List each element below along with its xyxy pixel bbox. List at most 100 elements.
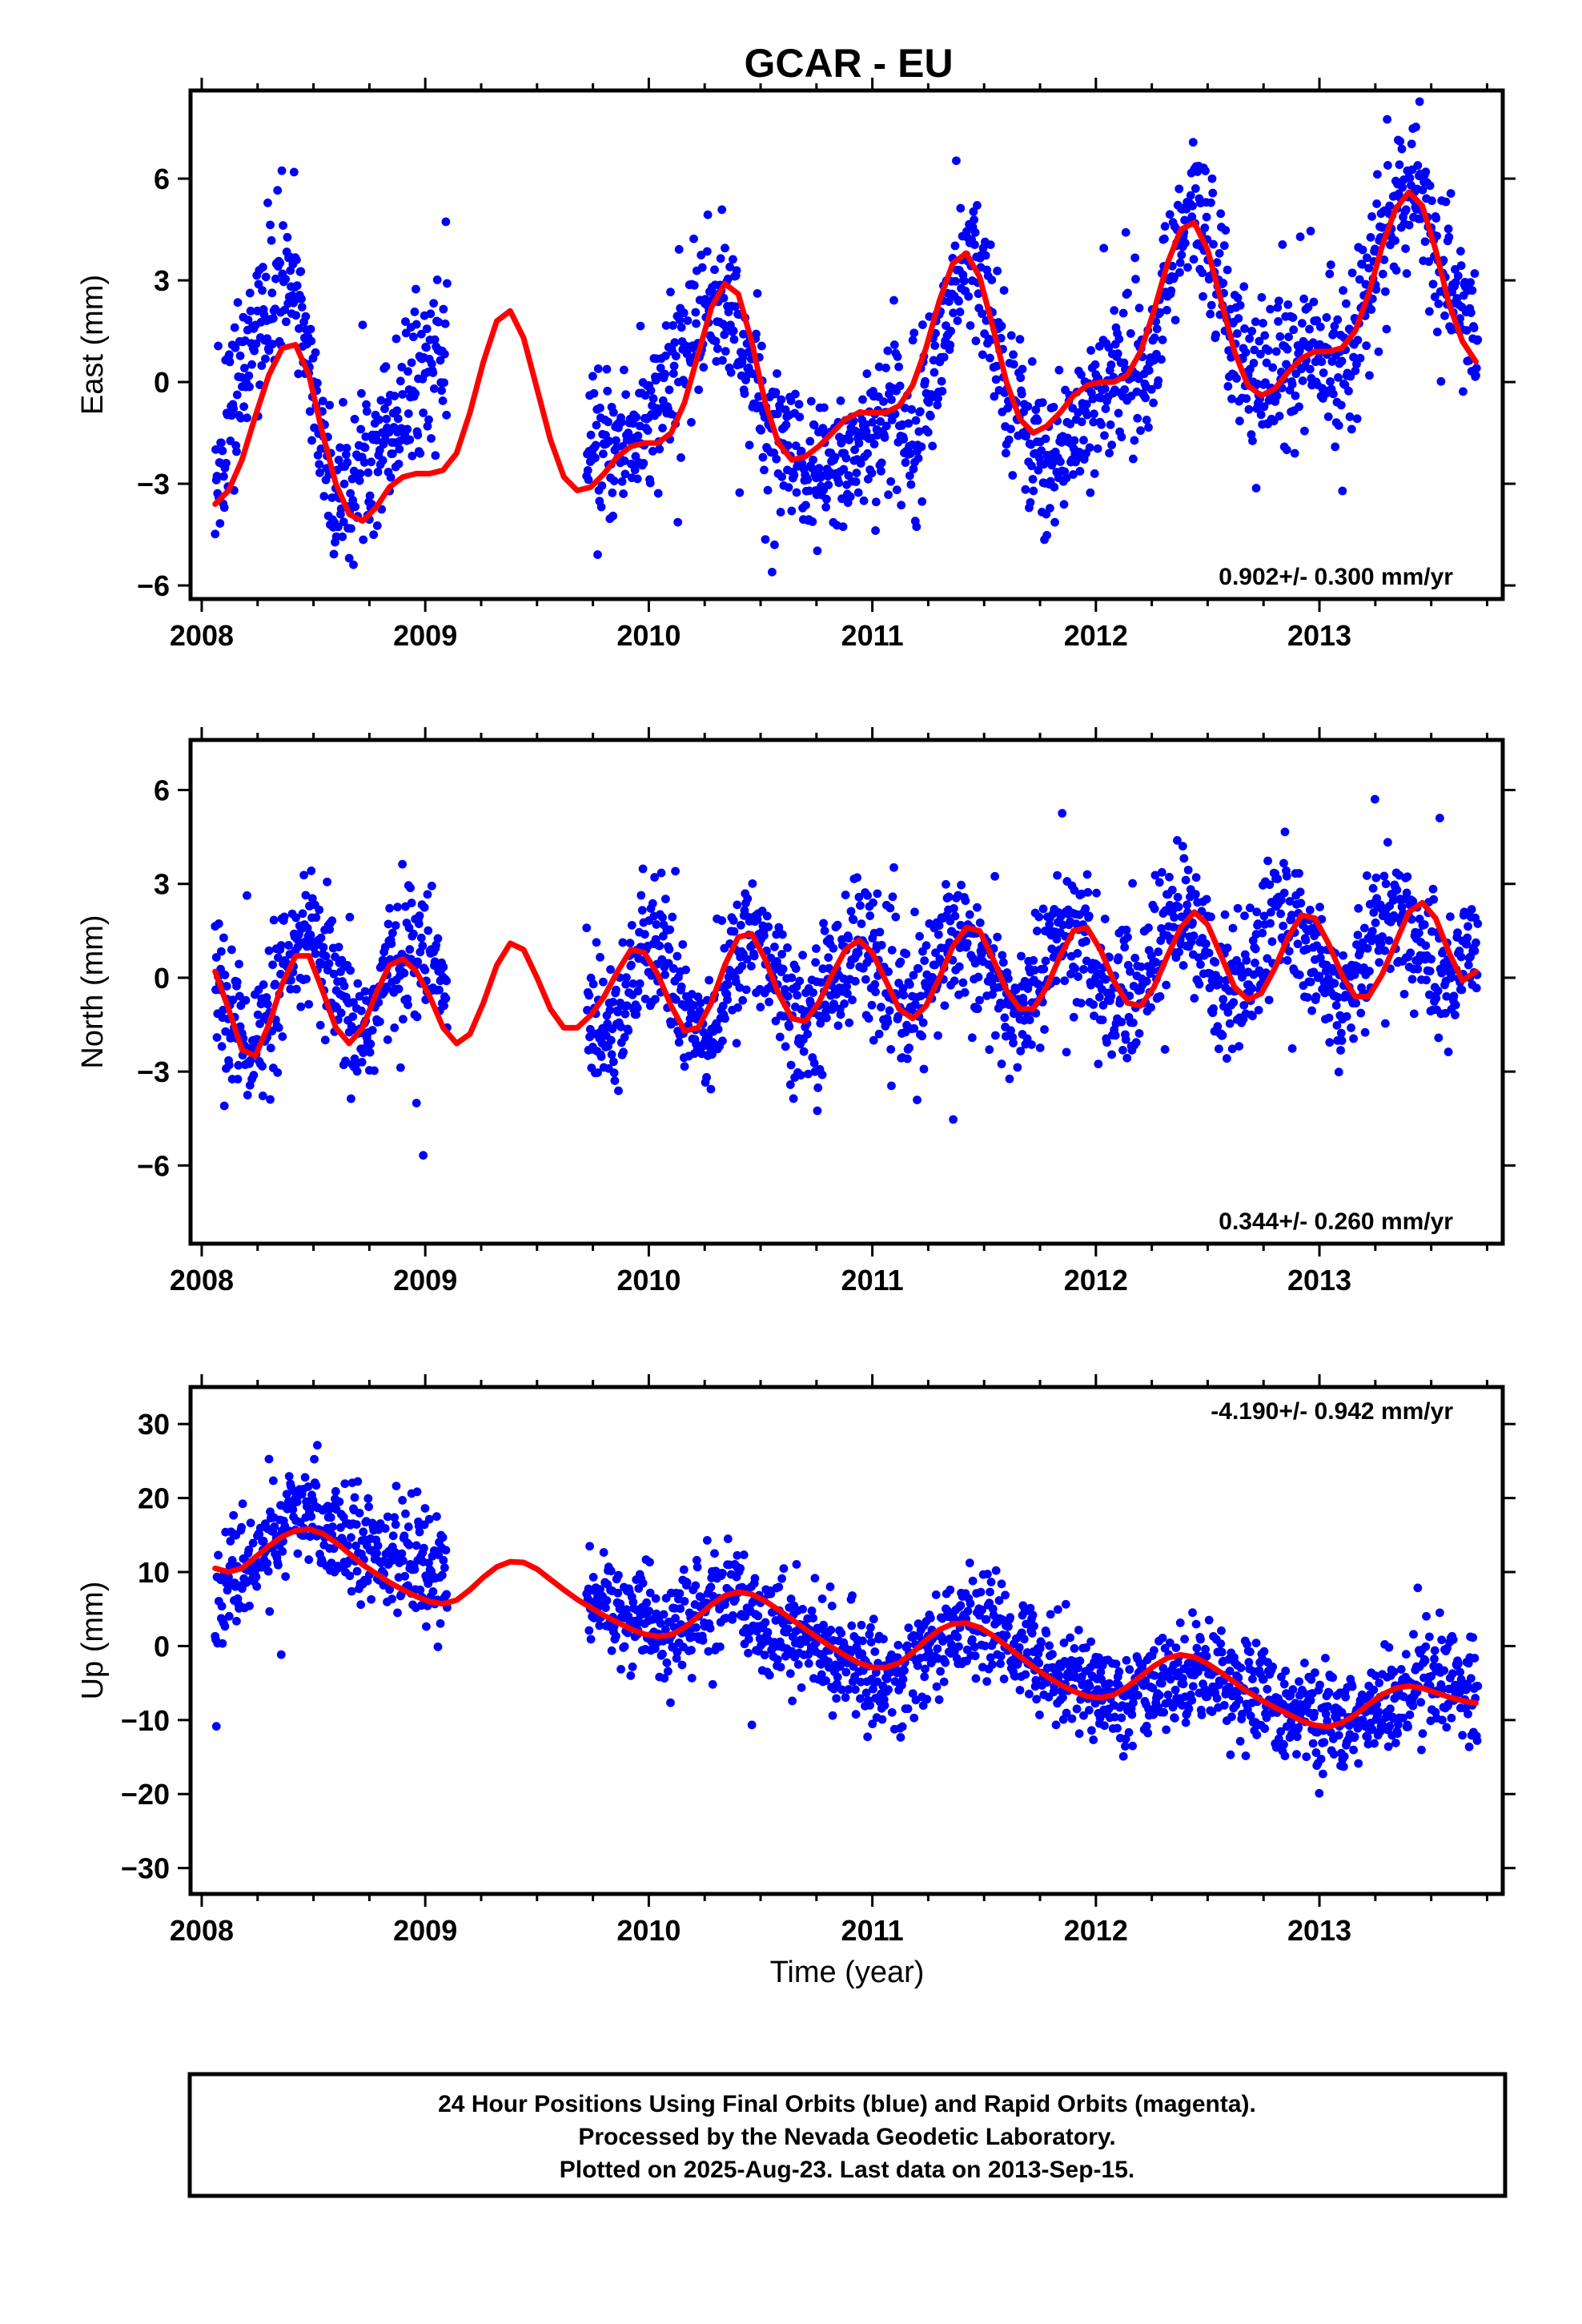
up-point <box>303 1482 313 1491</box>
east-point <box>260 354 270 364</box>
north-point <box>1179 854 1189 863</box>
north-point <box>1235 1042 1244 1051</box>
up-point <box>278 1546 287 1556</box>
up-point <box>841 1667 851 1677</box>
north-point <box>1287 911 1296 920</box>
up-point <box>788 1696 797 1706</box>
up-point <box>760 1651 769 1660</box>
north-point <box>370 1066 379 1076</box>
north-point <box>640 930 649 939</box>
north-point <box>1022 1034 1032 1043</box>
east-point <box>1283 344 1292 354</box>
north-point <box>365 1047 375 1057</box>
east-point <box>1026 497 1035 507</box>
east-point <box>432 275 442 284</box>
north-point <box>219 1101 229 1111</box>
north-point <box>1427 955 1436 964</box>
north-point <box>637 906 647 915</box>
north-point <box>1225 1019 1235 1028</box>
east-point <box>416 329 426 339</box>
east-point <box>1472 371 1480 380</box>
east-point <box>1089 417 1098 427</box>
up-point <box>988 1604 998 1614</box>
east-point <box>247 360 256 369</box>
up-point <box>866 1622 875 1632</box>
north-point <box>1092 888 1101 898</box>
north-point <box>950 976 959 986</box>
east-point <box>342 444 351 452</box>
north-point <box>973 1004 982 1014</box>
east-point <box>689 280 699 290</box>
east-point <box>633 431 643 440</box>
east-point <box>987 275 997 284</box>
east-point <box>783 440 793 450</box>
east-point <box>424 415 433 424</box>
north-point <box>993 932 1002 942</box>
north-point <box>1045 919 1054 929</box>
east-point <box>430 335 440 344</box>
east-point <box>1142 415 1151 424</box>
north-point <box>412 1012 422 1022</box>
north-point <box>806 999 815 1008</box>
up-point <box>265 1606 275 1616</box>
north-point <box>1247 983 1257 993</box>
up-point <box>705 1623 715 1633</box>
up-point <box>777 1574 786 1583</box>
east-point <box>973 201 982 210</box>
east-point <box>588 372 597 381</box>
north-point <box>301 891 311 900</box>
east-point <box>986 353 994 363</box>
east-point <box>1105 448 1114 458</box>
north-point <box>1122 1053 1132 1063</box>
north-point <box>393 903 402 912</box>
east-point <box>876 416 885 426</box>
north-point <box>1182 900 1192 910</box>
east-rate-label: 0.902+/- 0.300 mm/yr <box>1219 564 1453 590</box>
north-point <box>1334 1068 1343 1077</box>
north-point <box>1276 909 1286 919</box>
east-point <box>591 440 600 450</box>
up-point <box>970 1651 980 1661</box>
east-point <box>970 215 979 224</box>
east-point <box>1186 191 1195 200</box>
up-point <box>599 1548 608 1557</box>
east-point <box>889 340 899 349</box>
east-point <box>1259 319 1267 328</box>
north-point <box>1070 964 1080 973</box>
up-point <box>828 1711 837 1720</box>
east-point <box>703 210 713 219</box>
north-point <box>1110 1031 1120 1040</box>
north-point <box>956 920 966 930</box>
east-point <box>1009 360 1018 369</box>
north-point <box>234 1060 243 1070</box>
east-point <box>1062 473 1071 483</box>
east-point <box>1100 384 1110 393</box>
north-point <box>650 995 660 1004</box>
east-point <box>1391 266 1401 275</box>
east-point <box>1189 255 1199 264</box>
north-point <box>1101 975 1110 984</box>
north-point <box>1388 895 1398 905</box>
east-point <box>813 546 822 556</box>
east-point <box>335 443 345 452</box>
up-point <box>246 1518 255 1528</box>
east-point <box>1001 448 1010 458</box>
north-point <box>262 993 271 1002</box>
up-point <box>585 1542 594 1551</box>
north-point <box>870 979 880 989</box>
north-point <box>1174 947 1184 957</box>
north-point <box>919 1064 929 1074</box>
east-point <box>814 464 824 473</box>
up-point <box>741 1612 750 1621</box>
east-point <box>596 404 604 412</box>
north-point <box>1337 1036 1347 1045</box>
east-point <box>908 336 917 345</box>
north-point <box>949 1115 958 1124</box>
north-point <box>652 920 661 929</box>
east-point <box>643 426 652 435</box>
east-point <box>1362 341 1371 351</box>
up-point <box>584 1626 594 1635</box>
east-y-axis-label: East (mm) <box>76 275 110 415</box>
east-point <box>907 404 917 414</box>
east-point <box>1069 470 1078 479</box>
